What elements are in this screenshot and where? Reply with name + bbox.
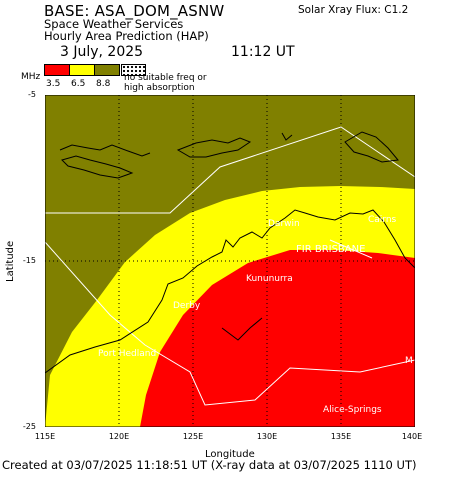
place-port-hedland: Port Hedland bbox=[98, 349, 157, 359]
place-derby: Derby bbox=[173, 301, 201, 311]
forecast-time: 11:12 UT bbox=[231, 44, 295, 60]
region-red bbox=[140, 250, 415, 427]
place-darwin: Darwin bbox=[268, 219, 300, 229]
ytick-5: -5 bbox=[28, 90, 36, 99]
place-cairns: Cairns bbox=[368, 215, 397, 225]
xtick-135e: 135E bbox=[330, 432, 352, 441]
place-alice-springs: Alice-Springs bbox=[323, 405, 382, 415]
legend-swatch-none bbox=[121, 64, 146, 76]
graticule bbox=[45, 95, 415, 427]
fir-boundary bbox=[45, 126, 415, 406]
base-title: BASE: ASA_DOM_ASNW bbox=[44, 2, 225, 20]
forecast-date: 3 July, 2025 bbox=[60, 44, 144, 60]
xtick-140e: 140E bbox=[401, 432, 423, 441]
legend-note-line2: high absorption bbox=[124, 83, 195, 93]
place-kununurra: Kununurra bbox=[246, 274, 293, 284]
ytick-25: -25 bbox=[22, 422, 36, 431]
place-fir-brisbane: FIR BRISBANE bbox=[296, 244, 366, 255]
legend-note-line1: no suitable freq or bbox=[124, 73, 207, 83]
y-axis-label: Latitude bbox=[5, 240, 16, 282]
solar-xray-flux: Solar Xray Flux: C1.2 bbox=[298, 4, 409, 16]
service-name: Space Weather Services bbox=[44, 17, 184, 31]
legend-swatch-olive bbox=[94, 64, 120, 76]
coastline bbox=[45, 131, 415, 374]
legend-value-2: 6.5 bbox=[71, 79, 86, 89]
xtick-115e: 115E bbox=[34, 432, 56, 441]
legend-value-1: 3.5 bbox=[46, 79, 61, 89]
x-axis-label: Longitude bbox=[205, 449, 255, 460]
legend-unit: MHz bbox=[21, 72, 41, 82]
place-m: M bbox=[405, 356, 413, 366]
ytick-15: -15 bbox=[22, 256, 36, 265]
footer-timestamp: Created at 03/07/2025 11:18:51 UT (X-ray… bbox=[2, 458, 417, 472]
product-name: Hourly Area Prediction (HAP) bbox=[44, 29, 209, 43]
legend-value-3: 8.8 bbox=[96, 79, 111, 89]
xtick-125e: 125E bbox=[182, 432, 204, 441]
xtick-120e: 120E bbox=[108, 432, 130, 441]
xtick-130e: 130E bbox=[256, 432, 278, 441]
